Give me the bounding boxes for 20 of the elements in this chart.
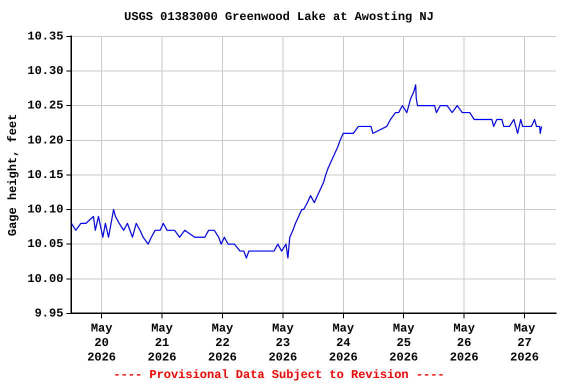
x-tick-label: May 25 2026 bbox=[389, 322, 418, 364]
x-tick-label: May 21 2026 bbox=[148, 322, 176, 364]
x-tick-label: May 27 2026 bbox=[510, 322, 539, 364]
text: ---- Provisional Data Subject to Revision ---- bbox=[113, 368, 445, 382]
y-tick-label: 10.00 bbox=[27, 272, 64, 286]
x-tick-label: May 24 2026 bbox=[328, 322, 358, 364]
y-tick-label: 10.20 bbox=[27, 133, 64, 148]
x-tick-label: May 26 2026 bbox=[450, 322, 479, 364]
x-tick-label: May 20 2026 bbox=[87, 322, 116, 364]
y-tick-label: 10.30 bbox=[27, 64, 64, 78]
y-tick-label: 9.95 bbox=[34, 306, 64, 320]
y-tick-label: 10.15 bbox=[27, 168, 64, 182]
y-tick-label: 10.10 bbox=[27, 202, 64, 217]
chart-title: USGS 01383000 Greenwood Lake at Awosting NJ bbox=[124, 10, 434, 24]
y-axis-title: Gage height, feet bbox=[6, 114, 20, 236]
x-tick-label: May 22 2026 bbox=[208, 322, 237, 364]
y-tick-label: 10.05 bbox=[27, 237, 64, 252]
x-tick-label: May 23 2026 bbox=[268, 322, 298, 364]
y-tick-label: 10.25 bbox=[27, 98, 64, 113]
y-tick-label: 10.35 bbox=[27, 29, 64, 44]
